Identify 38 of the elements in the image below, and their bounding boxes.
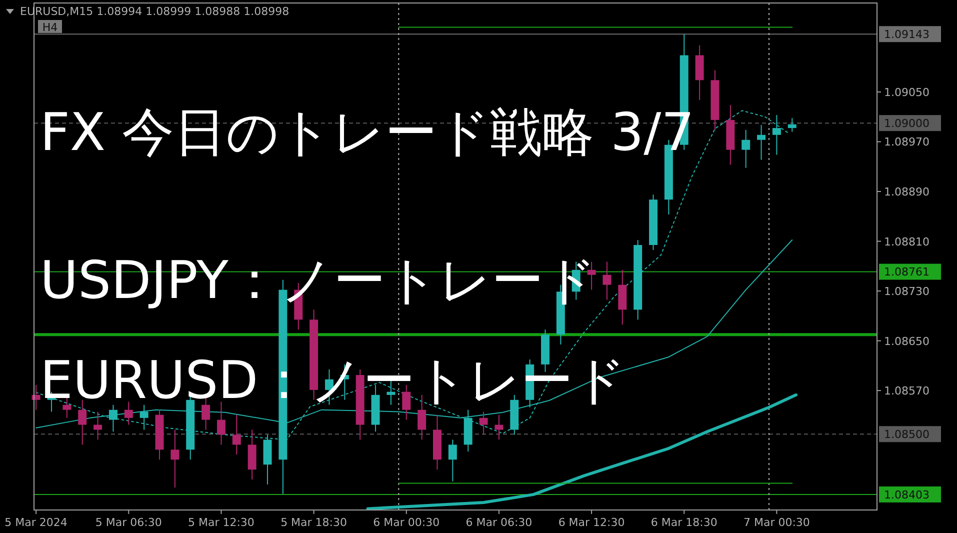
candlestick <box>170 429 180 488</box>
x-tick-label: 6 Mar 18:30 <box>650 516 718 529</box>
y-tick-label: 1.08570 <box>884 384 930 398</box>
candlestick <box>479 411 488 436</box>
ref-line-label: 1.08403 <box>884 488 930 502</box>
x-tick-label: 6 Mar 06:30 <box>466 516 532 529</box>
candlestick <box>742 129 750 168</box>
candlestick <box>788 118 796 132</box>
candlestick <box>216 401 226 446</box>
y-tick-label: 1.08970 <box>884 136 930 149</box>
candlestick <box>78 399 87 446</box>
ref-line-label: 1.08500 <box>884 428 930 442</box>
ref-line-label: 1.09143 <box>884 28 930 42</box>
candlestick <box>494 414 504 440</box>
x-tick-label: 7 Mar 00:30 <box>743 516 810 529</box>
y-tick-label: 1.08650 <box>884 334 930 348</box>
candlestick <box>232 414 241 456</box>
candlestick <box>402 384 411 420</box>
x-tick-label: 6 Mar 00:30 <box>373 516 440 529</box>
candlestick <box>757 124 766 160</box>
candlestick <box>94 411 102 440</box>
ref-line-label: 1.09000 <box>884 117 930 130</box>
candlestick <box>772 114 781 156</box>
annotation: H4 <box>42 21 58 34</box>
candlestick <box>124 401 133 426</box>
y-tick-label: 1.08890 <box>884 185 930 198</box>
candlestick <box>418 394 426 440</box>
y-tick-label: 1.09050 <box>884 86 930 99</box>
x-tick-label: 5 Mar 2024 <box>4 516 68 529</box>
x-tick-label: 5 Mar 06:30 <box>95 516 162 529</box>
candlestick <box>602 261 612 300</box>
y-tick-label: 1.08730 <box>884 285 930 298</box>
x-tick-label: 5 Mar 18:30 <box>280 516 348 529</box>
candlestick <box>448 439 457 482</box>
x-tick-label: 6 Mar 12:30 <box>558 516 625 529</box>
x-tick-label: 5 Mar 12:30 <box>188 516 254 529</box>
ref-line-label: 1.08761 <box>884 266 930 279</box>
y-tick-label: 1.08810 <box>884 235 930 248</box>
